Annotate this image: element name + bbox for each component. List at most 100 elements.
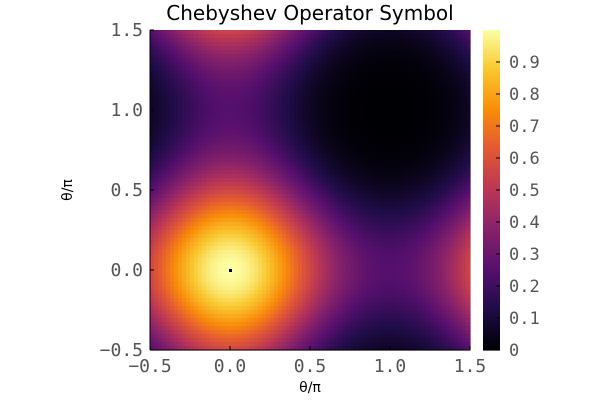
heatmap-cell — [298, 34, 303, 39]
heatmap-cell — [334, 282, 339, 287]
heatmap-cell — [326, 314, 331, 319]
heatmap-cell — [182, 318, 187, 323]
heatmap-cell — [314, 230, 319, 235]
heatmap-cell — [314, 166, 319, 171]
heatmap-cell — [242, 274, 247, 279]
heatmap-cell — [286, 42, 291, 47]
heatmap-cell — [230, 306, 235, 311]
heatmap-cell — [170, 142, 175, 147]
heatmap-cell — [390, 58, 395, 63]
heatmap-cell — [330, 86, 335, 91]
heatmap-cell — [246, 298, 251, 303]
heatmap-cell — [270, 130, 275, 135]
heatmap-cell — [314, 274, 319, 279]
heatmap-cell — [326, 98, 331, 103]
heatmap-cell — [234, 190, 239, 195]
heatmap-cell — [162, 274, 167, 279]
heatmap-cell — [182, 46, 187, 51]
heatmap-cell — [246, 262, 251, 267]
heatmap-cell — [330, 194, 335, 199]
heatmap-cell — [278, 102, 283, 107]
heatmap-cell — [346, 198, 351, 203]
heatmap-cell — [238, 270, 243, 275]
heatmap-cell — [178, 326, 183, 331]
heatmap-cell — [174, 74, 179, 79]
heatmap-cell — [390, 82, 395, 87]
heatmap-cell — [154, 142, 159, 147]
heatmap-cell — [314, 42, 319, 47]
heatmap-cell — [174, 282, 179, 287]
heatmap-cell — [154, 226, 159, 231]
heatmap-cell — [314, 174, 319, 179]
heatmap-cell — [238, 218, 243, 223]
heatmap-cell — [346, 258, 351, 263]
heatmap-cell — [230, 294, 235, 299]
heatmap-cell — [270, 126, 275, 131]
heatmap-cell — [182, 86, 187, 91]
heatmap-cell — [374, 46, 379, 51]
heatmap-cell — [258, 62, 263, 67]
heatmap-cell — [230, 130, 235, 135]
heatmap-cell — [210, 138, 215, 143]
heatmap-cell — [262, 150, 267, 155]
heatmap-cell — [178, 230, 183, 235]
heatmap-cell — [366, 102, 371, 107]
heatmap-cell — [262, 242, 267, 247]
heatmap-cell — [310, 70, 315, 75]
heatmap-cell — [354, 90, 359, 95]
heatmap-cell — [306, 250, 311, 255]
heatmap-cell — [214, 74, 219, 79]
heatmap-cell — [198, 218, 203, 223]
heatmap-cell — [342, 114, 347, 119]
heatmap-cell — [306, 58, 311, 63]
heatmap-cell — [242, 246, 247, 251]
heatmap-cell — [194, 174, 199, 179]
heatmap-cell — [290, 46, 295, 51]
heatmap-cell — [158, 30, 163, 35]
heatmap-cell — [314, 202, 319, 207]
heatmap-cell — [370, 314, 375, 319]
heatmap-cell — [238, 186, 243, 191]
heatmap-cell — [326, 234, 331, 239]
heatmap-cell — [250, 338, 255, 343]
heatmap-cell — [342, 342, 347, 347]
heatmap-cell — [230, 46, 235, 51]
heatmap-cell — [310, 222, 315, 227]
heatmap-cell — [178, 262, 183, 267]
heatmap-cell — [346, 182, 351, 187]
heatmap-cell — [258, 138, 263, 143]
heatmap-cell — [278, 230, 283, 235]
heatmap-cell — [354, 306, 359, 311]
heatmap-cell — [234, 334, 239, 339]
heatmap-cell — [358, 230, 363, 235]
heatmap-cell — [166, 346, 171, 351]
heatmap-cell — [230, 318, 235, 323]
heatmap-cell — [174, 314, 179, 319]
heatmap-cell — [310, 254, 315, 259]
heatmap-cell — [342, 222, 347, 227]
heatmap-cell — [226, 78, 231, 83]
heatmap-cell — [246, 134, 251, 139]
heatmap-cell — [290, 274, 295, 279]
heatmap-cell — [202, 42, 207, 47]
heatmap-cell — [194, 246, 199, 251]
heatmap-cell — [294, 94, 299, 99]
heatmap-cell — [354, 82, 359, 87]
heatmap-cell — [350, 182, 355, 187]
heatmap-cell — [226, 58, 231, 63]
heatmap-cell — [234, 82, 239, 87]
heatmap-cell — [338, 202, 343, 207]
heatmap-cell — [246, 42, 251, 47]
heatmap-cell — [394, 166, 399, 171]
heatmap-cell — [246, 198, 251, 203]
heatmap-cell — [150, 106, 155, 111]
heatmap-cell — [190, 38, 195, 43]
heatmap-cell — [326, 122, 331, 127]
heatmap-cell — [150, 346, 155, 351]
heatmap-cell — [202, 74, 207, 79]
heatmap-cell — [378, 34, 383, 39]
heatmap-cell — [382, 250, 387, 255]
heatmap-cell — [218, 74, 223, 79]
heatmap-cell — [166, 310, 171, 315]
heatmap-cell — [294, 34, 299, 39]
